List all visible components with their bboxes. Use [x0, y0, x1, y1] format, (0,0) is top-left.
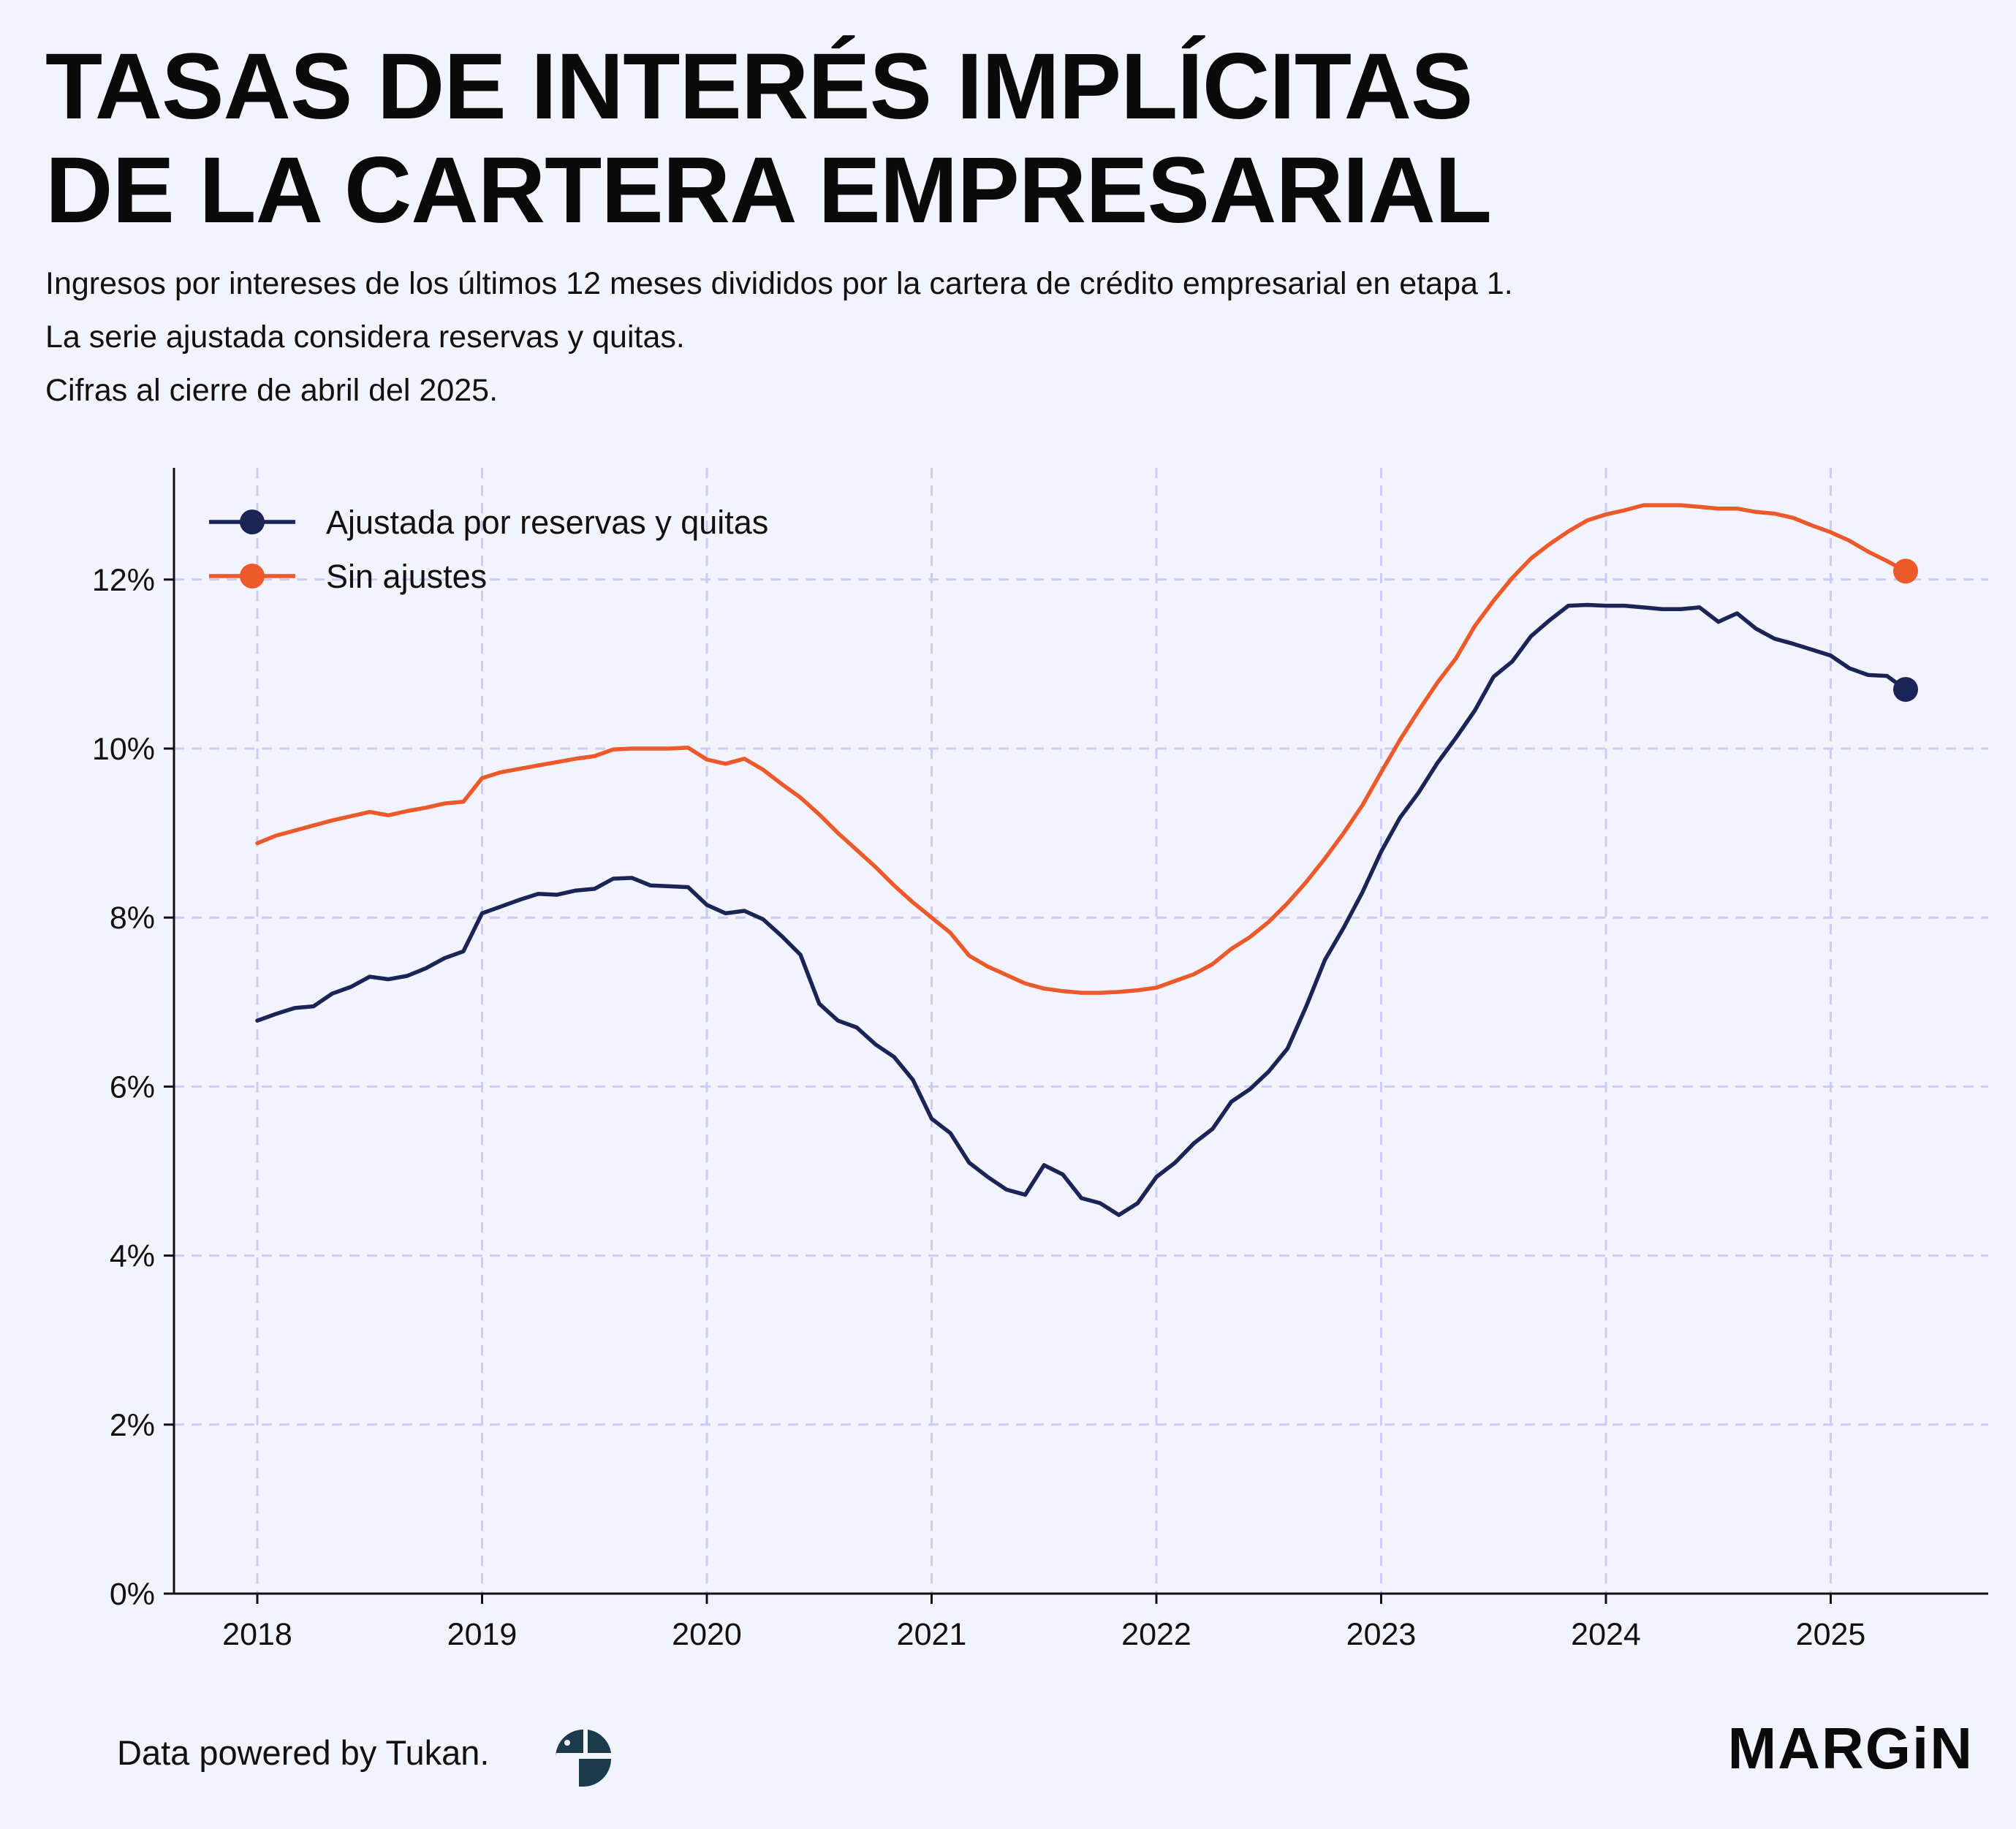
axes: 0% 2% 4% 6% 8% 10% 12% 2018 2019 2020 2021 2022 2023…: [92, 468, 1988, 1652]
tukan-logo-icon: [556, 1730, 611, 1787]
legend-label: Sin ajustes: [326, 558, 487, 595]
subtitle-line-2: La serie ajustada considera reservas y q…: [45, 319, 685, 355]
series-end-marker-2: [1893, 558, 1918, 584]
series-end-marker-1: [1893, 677, 1918, 703]
legend: Ajustada por reservas y quitas Sin ajuste…: [209, 504, 768, 595]
legend-swatch-marker: [240, 510, 265, 534]
y-tick-label: 0%: [110, 1577, 155, 1612]
x-tick-label: 2018: [222, 1617, 292, 1652]
series-lines: [255, 503, 1918, 1217]
x-tick-label: 2019: [447, 1617, 518, 1652]
y-tick-label: 12%: [92, 563, 155, 598]
x-tick-label: 2022: [1121, 1617, 1191, 1652]
y-tick-label: 4%: [110, 1239, 155, 1274]
x-tick-label: 2020: [672, 1617, 742, 1652]
title-line-2: DE LA CARTERA EMPRESARIAL: [45, 138, 1492, 243]
grid-lines: [174, 468, 1988, 1594]
legend-label: Ajustada por reservas y quitas: [326, 504, 768, 541]
subtitle-line-1: Ingresos por intereses de los últimos 12…: [45, 266, 1513, 301]
series-line-2: [255, 503, 1908, 995]
data-credit: Data powered by Tukan.: [117, 1733, 490, 1772]
subtitle-line-3: Cifras al cierre de abril del 2025.: [45, 373, 499, 408]
title-line-1: TASAS DE INTERÉS IMPLÍCITAS: [45, 34, 1473, 139]
y-tick-label: 10%: [92, 732, 155, 767]
x-tick-label: 2023: [1346, 1617, 1417, 1652]
y-tick-label: 2%: [110, 1408, 155, 1443]
series-line-1: [255, 602, 1908, 1217]
x-tick-label: 2021: [897, 1617, 967, 1652]
line-chart: 0% 2% 4% 6% 8% 10% 12% 2018 2019 2020 2021 2022 2023…: [92, 468, 1988, 1652]
chart-title: TASAS DE INTERÉS IMPLÍCITAS DE LA CARTER…: [45, 35, 1946, 243]
chart-subtitle: Ingresos por intereses de los últimos 12…: [45, 257, 1946, 417]
y-tick-label: 6%: [110, 1069, 155, 1105]
legend-swatch-marker: [240, 564, 265, 588]
x-tick-label: 2024: [1571, 1617, 1641, 1652]
margin-brand-logo: MARGiN: [1727, 1716, 1974, 1781]
x-tick-label: 2025: [1796, 1617, 1866, 1652]
y-tick-label: 8%: [110, 901, 155, 936]
